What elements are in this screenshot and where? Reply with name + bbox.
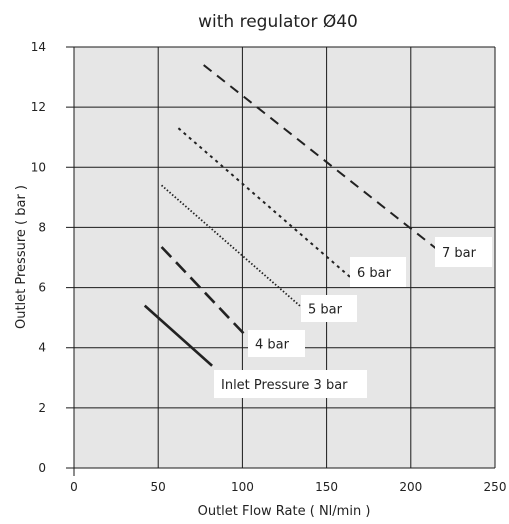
y-axis-label: Outlet Pressure ( bar ) bbox=[14, 185, 29, 329]
x-tick-label: 200 bbox=[399, 480, 422, 494]
series-label: 5 bar bbox=[308, 303, 343, 318]
x-tick-label: 50 bbox=[151, 480, 166, 494]
series-label-box bbox=[350, 257, 406, 287]
series-labels: Inlet Pressure 3 bar 4 bar 5 bar 6 bar 7 bar bbox=[214, 237, 492, 398]
y-axis-ticks: 0 2 4 6 8 10 12 14 bbox=[31, 40, 46, 475]
series-group bbox=[143, 64, 437, 367]
series-label-box bbox=[214, 370, 367, 398]
series-line bbox=[177, 127, 353, 280]
series-line bbox=[143, 304, 213, 367]
series-label: 4 bar bbox=[255, 338, 290, 353]
series-label: Inlet Pressure 3 bar bbox=[221, 378, 348, 393]
series-line bbox=[203, 64, 437, 250]
series-label: 6 bar bbox=[357, 266, 392, 281]
y-tick-label: 2 bbox=[38, 401, 46, 415]
x-axis-ticks: 0 50 100 150 200 250 bbox=[70, 480, 506, 494]
y-tick-label: 8 bbox=[38, 220, 46, 234]
grid bbox=[66, 46, 496, 476]
x-tick-label: 150 bbox=[315, 480, 338, 494]
y-tick-label: 4 bbox=[38, 341, 46, 355]
series-line bbox=[160, 184, 302, 308]
x-tick-label: 100 bbox=[231, 480, 254, 494]
x-tick-label: 250 bbox=[484, 480, 507, 494]
y-tick-label: 6 bbox=[38, 281, 46, 295]
plot-area bbox=[74, 47, 495, 468]
x-axis-label: Outlet Flow Rate ( Nl/min ) bbox=[198, 504, 371, 519]
y-tick-label: 0 bbox=[38, 461, 46, 475]
series-label-box bbox=[248, 330, 305, 357]
x-tick-label: 0 bbox=[70, 480, 78, 494]
chart-title: with regulator Ø40 bbox=[198, 12, 358, 32]
y-tick-label: 10 bbox=[31, 160, 46, 174]
y-tick-label: 12 bbox=[31, 100, 46, 114]
series-label-box bbox=[435, 237, 492, 267]
series-label: 7 bar bbox=[442, 246, 477, 261]
y-tick-label: 14 bbox=[31, 40, 46, 54]
series-label-box bbox=[301, 295, 357, 322]
